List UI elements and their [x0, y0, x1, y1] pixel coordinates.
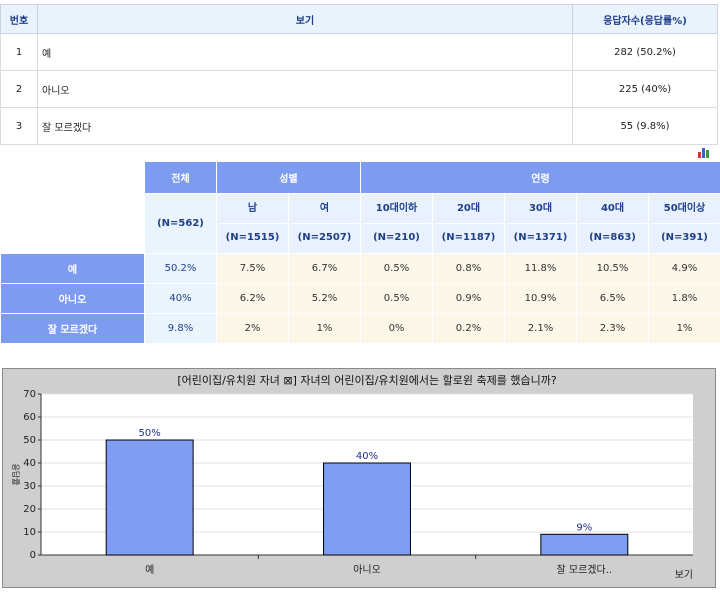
cell-value: 0.5%	[361, 254, 433, 284]
cell-value: 1%	[289, 314, 361, 344]
total-n: (N=562)	[145, 194, 217, 254]
bar	[106, 440, 193, 555]
bar-chart-icon[interactable]	[697, 146, 711, 158]
y-tick-label: 60	[23, 412, 36, 423]
row-option: 잘 모르겠다	[38, 108, 573, 145]
col-label: 50대이상	[650, 195, 719, 224]
row-result: 55 (9.8%)	[573, 108, 718, 145]
col-n: (N=1187)	[434, 224, 503, 252]
col-label: 남	[218, 195, 287, 224]
data-label: 40%	[356, 451, 378, 462]
summary-row: 1 예 282 (50.2%)	[1, 34, 718, 71]
col-n: (N=210)	[362, 224, 431, 252]
crosstab-header-row: 전체 성별 연령	[1, 162, 720, 194]
row-label: 잘 모르겠다	[1, 314, 145, 344]
cell-value: 6.5%	[577, 284, 649, 314]
y-tick-label: 40	[23, 458, 36, 469]
bar	[324, 463, 411, 555]
row-total: 40%	[145, 284, 217, 314]
cell-value: 1.8%	[649, 284, 720, 314]
y-tick-label: 50	[23, 435, 36, 446]
age-col: 50대이상 (N=391)	[649, 194, 720, 254]
row-label: 예	[1, 254, 145, 284]
cell-value: 2%	[217, 314, 289, 344]
row-result: 282 (50.2%)	[573, 34, 718, 71]
gender-col: 여 (N=2507)	[289, 194, 361, 254]
col-label: 여	[290, 195, 359, 224]
summary-header-row: 번호 보기 응답자수(응답률%)	[1, 5, 718, 34]
x-tick-label: 예	[145, 564, 154, 576]
y-axis-label: 응답률	[11, 463, 21, 485]
row-total: 9.8%	[145, 314, 217, 344]
row-label: 아니오	[1, 284, 145, 314]
corner-blank	[1, 162, 145, 254]
bar-chart-svg: [어린이집/유치원 자녀 ⊠] 자녀의 어린이집/유치원에서는 할로윈 축제를 …	[3, 369, 715, 587]
cell-value: 6.7%	[289, 254, 361, 284]
cell-value: 0.9%	[433, 284, 505, 314]
y-tick-label: 30	[23, 481, 36, 492]
col-n: (N=1515)	[218, 224, 287, 252]
crosstab-table: 전체 성별 연령 (N=562) 남 (N=1515) 여 (N=2507) 10대…	[0, 161, 720, 344]
cell-value: 11.8%	[505, 254, 577, 284]
cell-value: 5.2%	[289, 284, 361, 314]
bar-chart: [어린이집/유치원 자녀 ⊠] 자녀의 어린이집/유치원에서는 할로윈 축제를 …	[2, 368, 716, 588]
col-label: 40대	[578, 195, 647, 224]
gender-col: 남 (N=1515)	[217, 194, 289, 254]
cell-value: 0.5%	[361, 284, 433, 314]
cell-value: 0%	[361, 314, 433, 344]
age-col: 40대 (N=863)	[577, 194, 649, 254]
header-num: 번호	[1, 5, 38, 34]
row-total: 50.2%	[145, 254, 217, 284]
y-tick-label: 10	[23, 527, 36, 538]
row-option: 예	[38, 34, 573, 71]
cell-value: 2.1%	[505, 314, 577, 344]
bar	[541, 534, 628, 555]
cell-value: 10.9%	[505, 284, 577, 314]
y-tick-label: 20	[23, 504, 36, 515]
cell-value: 6.2%	[217, 284, 289, 314]
chart-title: [어린이집/유치원 자녀 ⊠] 자녀의 어린이집/유치원에서는 할로윈 축제를 …	[177, 373, 557, 387]
y-tick-label: 0	[30, 550, 36, 561]
x-axis-label: 보기	[675, 569, 693, 581]
header-option: 보기	[38, 5, 573, 34]
age-header: 연령	[361, 162, 720, 194]
crosstab-row: 잘 모르겠다 9.8% 2% 1% 0% 0.2% 2.1% 2.3% 1%	[1, 314, 720, 344]
cell-value: 0.2%	[433, 314, 505, 344]
col-n: (N=1371)	[506, 224, 575, 252]
y-tick-label: 70	[23, 389, 36, 400]
col-label: 20대	[434, 195, 503, 224]
col-n: (N=2507)	[290, 224, 359, 252]
gender-header: 성별	[217, 162, 361, 194]
summary-row: 2 아니오 225 (40%)	[1, 71, 718, 108]
row-result: 225 (40%)	[573, 71, 718, 108]
age-col: 30대 (N=1371)	[505, 194, 577, 254]
col-n: (N=391)	[650, 224, 719, 252]
summary-table: 번호 보기 응답자수(응답률%) 1 예 282 (50.2%) 2 아니오 2…	[0, 4, 718, 145]
cell-value: 2.3%	[577, 314, 649, 344]
cell-value: 1%	[649, 314, 720, 344]
header-result: 응답자수(응답률%)	[573, 5, 718, 34]
crosstab-row: 아니오 40% 6.2% 5.2% 0.5% 0.9% 10.9% 6.5% 1…	[1, 284, 720, 314]
x-tick-label: 잘 모르겠다..	[557, 564, 613, 576]
row-option: 아니오	[38, 71, 573, 108]
x-tick-label: 아니오	[353, 564, 381, 576]
row-num: 2	[1, 71, 38, 108]
age-col: 20대 (N=1187)	[433, 194, 505, 254]
col-n: (N=863)	[578, 224, 647, 252]
summary-row: 3 잘 모르겠다 55 (9.8%)	[1, 108, 718, 145]
col-label: 30대	[506, 195, 575, 224]
crosstab-row: 예 50.2% 7.5% 6.7% 0.5% 0.8% 11.8% 10.5% …	[1, 254, 720, 284]
cell-value: 0.8%	[433, 254, 505, 284]
data-label: 9%	[576, 522, 592, 533]
cell-value: 7.5%	[217, 254, 289, 284]
data-label: 50%	[139, 428, 161, 439]
row-num: 1	[1, 34, 38, 71]
cell-value: 4.9%	[649, 254, 720, 284]
total-header: 전체	[145, 162, 217, 194]
cell-value: 10.5%	[577, 254, 649, 284]
row-num: 3	[1, 108, 38, 145]
col-label: 10대이하	[362, 195, 431, 224]
age-col: 10대이하 (N=210)	[361, 194, 433, 254]
